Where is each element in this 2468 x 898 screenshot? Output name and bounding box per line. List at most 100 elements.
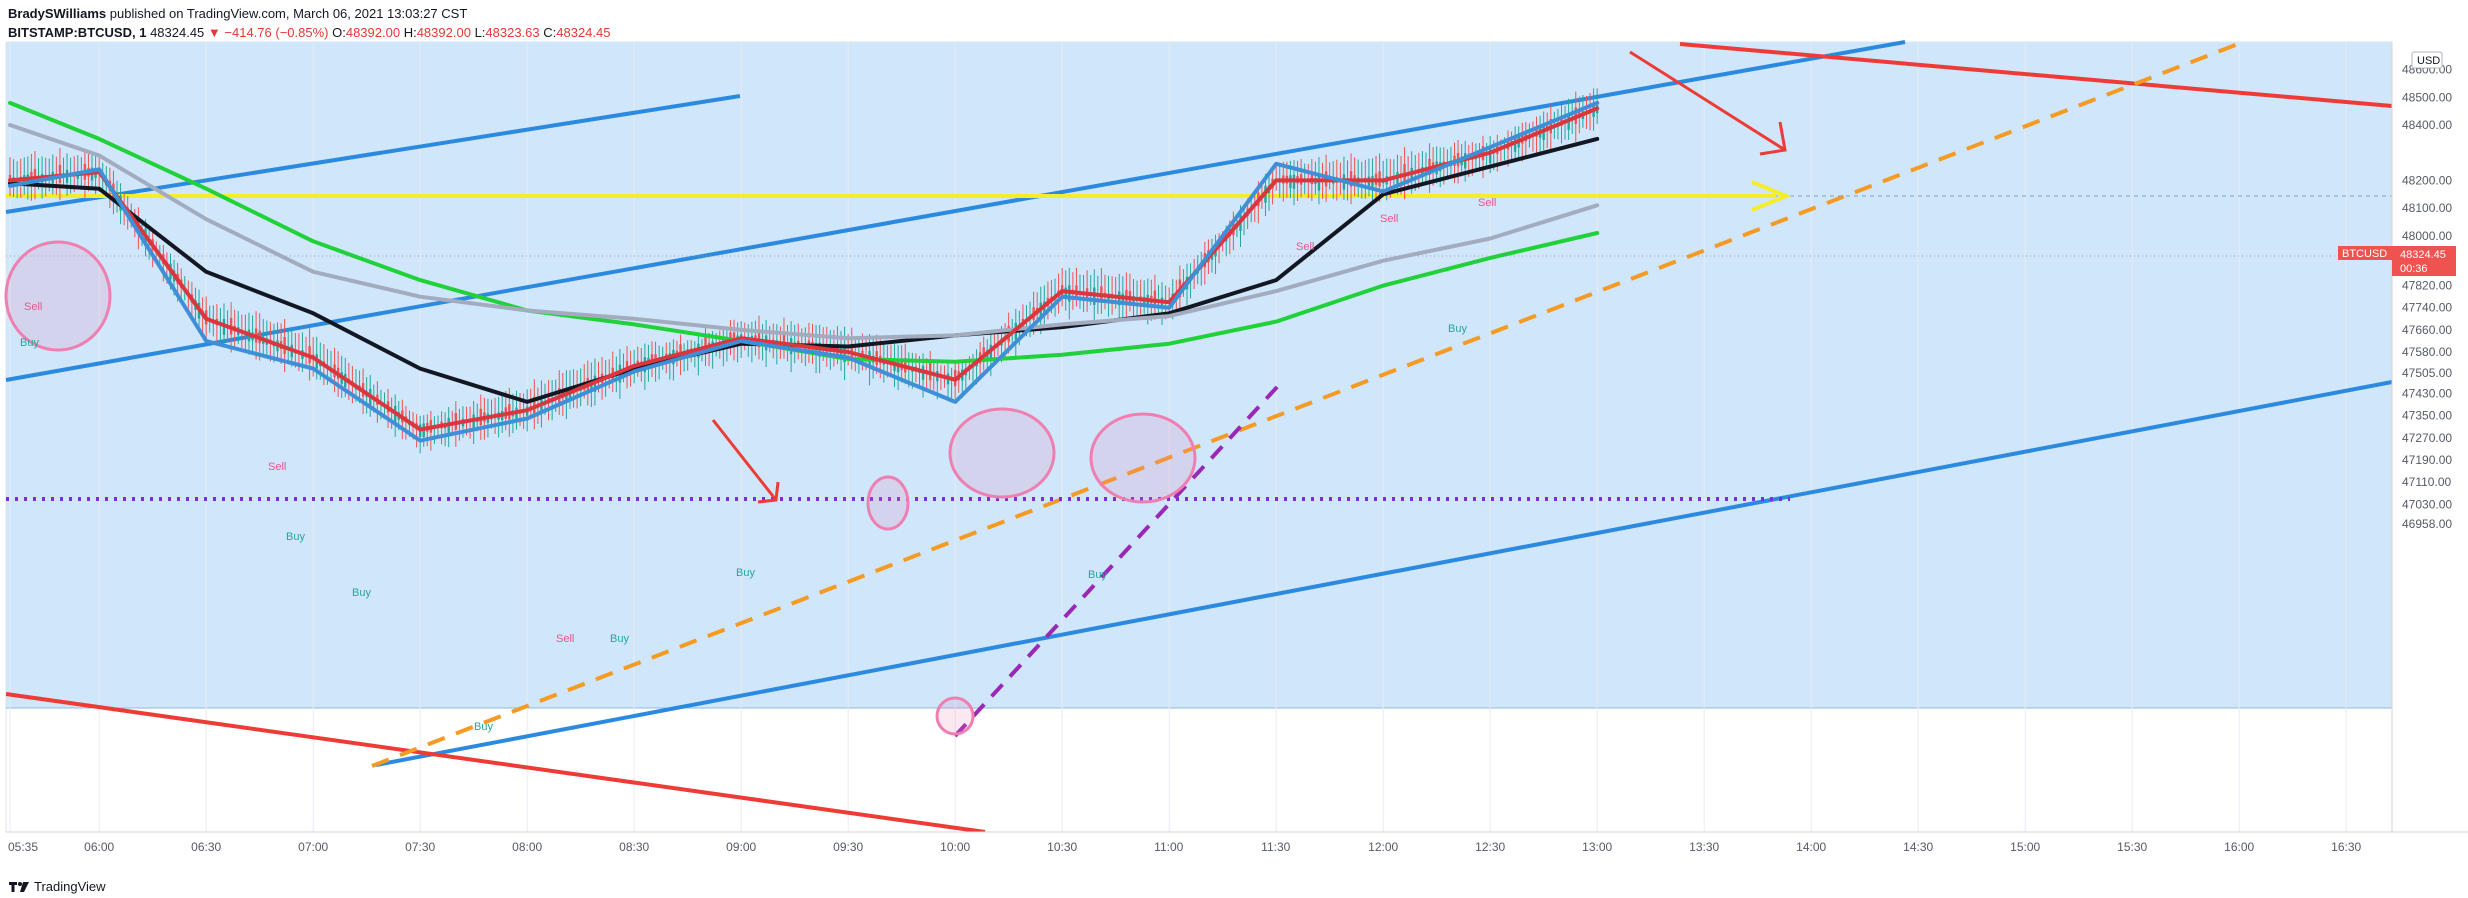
high-value: 48392.00 [416,25,471,40]
highlight-circle [866,475,910,531]
time-axis [0,832,2468,878]
sell-signal-label: Sell [24,301,42,313]
buy-signal-label: Buy [610,633,629,645]
y-tick-label: 47580.00 [2402,345,2452,359]
sell-signal-label: Sell [268,461,286,473]
x-tick-label: 14:00 [1796,840,1826,854]
red-arrow-1 [711,419,778,501]
buy-signal-label: Buy [474,721,493,733]
y-tick-label: 48200.00 [2402,173,2452,187]
publish-info: published on TradingView.com, March 06, … [109,6,468,21]
red-arrow-2 [1629,50,1786,152]
last-price: 48324.45 [150,25,205,40]
y-tick-label: 47110.00 [2402,475,2451,489]
open-label: O: [332,25,346,40]
x-tick-label: 08:00 [512,840,542,854]
red-resistance-line [1679,42,2393,108]
x-tick-label: 07:00 [298,840,328,854]
y-tick-label: 47350.00 [2402,409,2452,423]
blue-channel-upper-line [5,40,1906,382]
y-tick-label: 47430.00 [2402,387,2452,401]
range-band [6,42,2392,708]
y-tick-label: 47505.00 [2402,366,2452,380]
price-axis [2392,42,2468,832]
highlight-circle [948,407,1056,499]
x-tick-label: 14:30 [1903,840,1933,854]
buy-signal-label: Buy [20,337,39,349]
x-tick-label: 11:00 [1154,840,1183,854]
x-tick-label: 15:00 [2010,840,2040,854]
x-tick-label: 08:30 [619,840,649,854]
price-change: ▼ −414.76 (−0.85%) [207,25,329,40]
yellow-arrow-head [1751,180,1792,212]
x-tick-label: 13:30 [1689,840,1719,854]
highlight-circle [4,240,112,352]
y-tick-label: 47820.00 [2402,279,2452,293]
blue-channel-short-line [5,94,741,214]
x-tick-label: 16:30 [2331,840,2361,854]
candle-countdown: 00:36 [2400,263,2428,275]
sell-signal-label: Sell [556,633,574,645]
tradingview-logo-icon[interactable] [8,881,30,893]
footer: TradingView [8,879,106,894]
symbol-price-tag-text: BTCUSD [2342,248,2387,260]
blue-channel-lower-line [375,380,2393,767]
moving-average-line-2 [8,123,1600,341]
moving-average-line-4 [8,100,1600,443]
low-value: 48323.63 [485,25,540,40]
ohlc-line: BITSTAMP:BTCUSD, 1 48324.45 ▼ −414.76 (−… [8,23,611,42]
x-tick-label: 10:00 [940,840,970,854]
highlight-circle [1089,412,1197,504]
low-label: L: [474,25,486,40]
y-tick-label: 46958.00 [2402,517,2452,531]
red-arrow-2-head [1759,121,1787,156]
x-tick-label: 11:30 [1261,840,1290,854]
sell-signal-label: Sell [1478,197,1496,209]
signal-labels: Buy Sell Sell Buy Buy Buy Sell Buy Buy Buy Sell Sel… [20,197,1496,733]
y-tick-label: 48500.00 [2402,90,2452,104]
red-arrow-1-head [757,481,780,504]
y-tick-label: 48100.00 [2402,201,2452,215]
y-tick-label: 47270.00 [2402,431,2452,445]
buy-signal-label: Buy [286,531,305,543]
sell-signal-label: Sell [1380,213,1398,225]
sell-signal-label: Sell [1296,241,1314,253]
symbol-price-tag [2338,246,2392,260]
x-tick-label: 12:30 [1475,840,1505,854]
publish-line: BradySWilliams published on TradingView.… [8,4,611,23]
red-support-line [5,692,986,834]
footer-brand[interactable]: TradingView [34,879,106,894]
currency-badge [2411,51,2443,69]
buy-signal-label: Buy [736,567,755,579]
high-label: H: [403,25,417,40]
y-tick-label: 47660.00 [2402,323,2452,337]
x-tick-label: 06:30 [191,840,221,854]
symbol-name: BITSTAMP:BTCUSD, 1 [8,25,147,40]
moving-average-line-3 [8,106,1600,432]
author-name[interactable]: BradySWilliams [8,6,107,21]
buy-signal-label: Buy [1088,569,1107,581]
y-tick-label: 48000.00 [2402,229,2452,243]
currency-badge-label: USD [2417,55,2440,67]
x-tick-label: 05:35 [8,840,38,854]
x-tick-label: 06:00 [84,840,114,854]
x-tick-label: 15:30 [2117,840,2147,854]
y-tick-label: 48400.00 [2402,118,2452,132]
y-tick-label: 47190.00 [2402,453,2452,467]
x-tick-label: 12:00 [1368,840,1398,854]
chart-header: BradySWilliams published on TradingView.… [8,4,611,42]
buy-signal-label: Buy [1448,323,1467,335]
last-price-value: 48324.45 [2400,249,2446,261]
y-tick-label: 47740.00 [2402,301,2452,315]
highlight-circle [935,696,975,736]
x-tick-label: 07:30 [405,840,435,854]
x-tick-label: 13:00 [1582,840,1612,854]
close-label: C: [543,25,557,40]
x-tick-label: 09:30 [833,840,863,854]
x-tick-label: 10:30 [1047,840,1077,854]
orange-dashed-trendline [371,42,2239,768]
x-tick-label: 16:00 [2224,840,2254,854]
last-price-tag [2392,246,2456,276]
